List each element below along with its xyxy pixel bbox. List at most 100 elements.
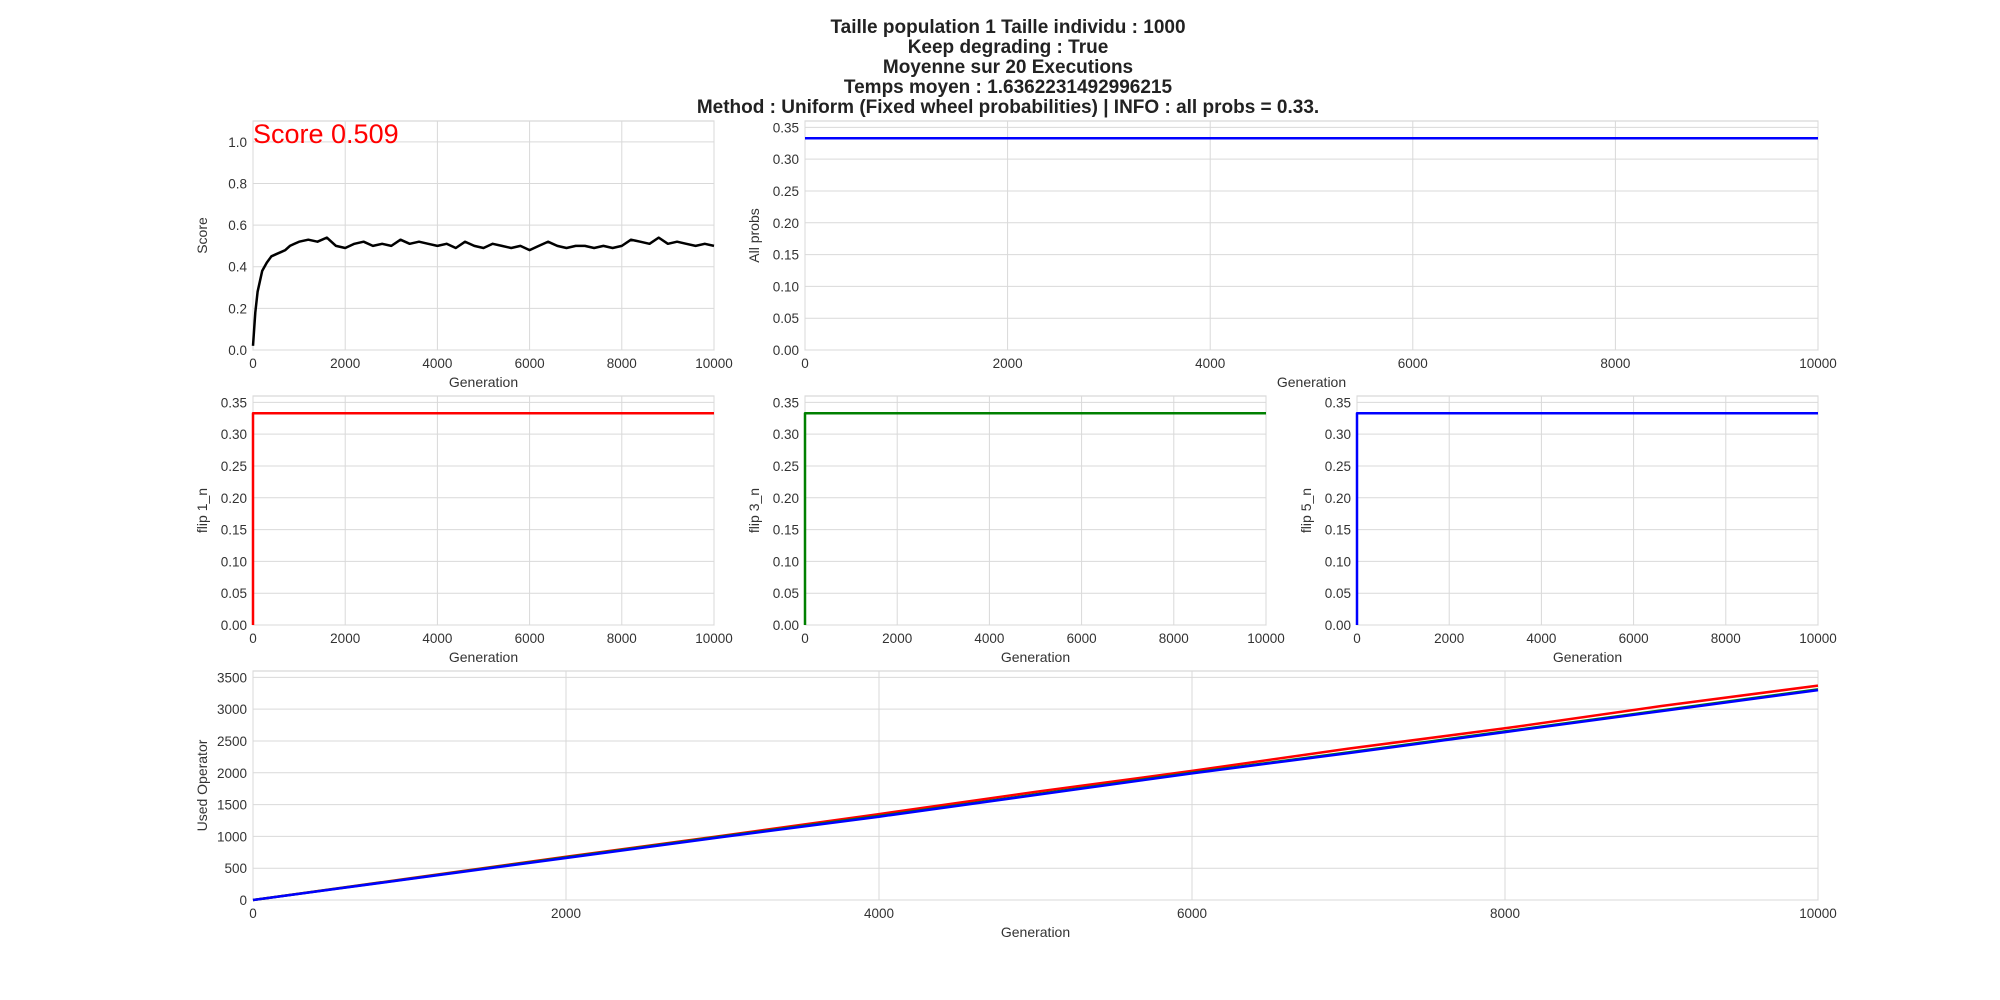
- x-tick-label: 0: [1353, 631, 1361, 646]
- x-tick-label: 2000: [1434, 631, 1464, 646]
- y-tick-label: 0.20: [221, 491, 247, 506]
- x-tick-label: 6000: [515, 631, 545, 646]
- y-tick-label: 0.00: [1325, 618, 1351, 633]
- plot-area-allprobs: [804, 120, 1819, 351]
- x-tick-label: 0: [249, 631, 257, 646]
- x-tick-label: 6000: [1398, 356, 1428, 371]
- title-line-1: Taille population 1 Taille individu : 10…: [830, 17, 1185, 38]
- y-tick-label: 0.20: [1325, 491, 1351, 506]
- x-tick-label: 8000: [1711, 631, 1741, 646]
- y-tick-label: 0.2: [228, 301, 247, 316]
- y-tick-label: 0.00: [221, 618, 247, 633]
- y-tick-label: 0.6: [228, 218, 247, 233]
- y-tick-label: 0.35: [1325, 395, 1351, 410]
- x-axis-label: Generation: [1001, 649, 1070, 665]
- x-tick-label: 8000: [607, 356, 637, 371]
- x-tick-label: 2000: [882, 631, 912, 646]
- series-line-flip1-0: [251, 411, 714, 625]
- subplot-score: 0 2000 4000 6000 8000 10000 0.0 0.2 0.4 0.6 0.8 1.0…: [194, 120, 733, 390]
- score-annotation: Score 0.509: [253, 119, 399, 149]
- x-tick-label: 10000: [1799, 906, 1837, 921]
- y-tick-label: 0.20: [773, 216, 799, 231]
- y-tick-label: 0.05: [773, 311, 799, 326]
- y-tick-label: 0.25: [1325, 459, 1351, 474]
- x-tick-label: 6000: [1619, 631, 1649, 646]
- x-tick-label: 6000: [1177, 906, 1207, 921]
- y-tick-label: 0.05: [1325, 586, 1351, 601]
- subplot-flip1: 0 2000 4000 6000 8000 10000 0.00 0.05 0.10 0.15 0.…: [194, 395, 733, 665]
- x-axis-label: Generation: [449, 374, 518, 390]
- y-tick-label: 0.15: [773, 248, 799, 263]
- x-tick-label: 6000: [515, 356, 545, 371]
- y-tick-label: 0.10: [221, 554, 247, 569]
- y-axis-label: flip 3_n: [746, 488, 762, 533]
- x-tick-label: 2000: [993, 356, 1023, 371]
- x-tick-label: 8000: [607, 631, 637, 646]
- plot-area-flip5: [1356, 395, 1819, 626]
- y-tick-label: 0.10: [1325, 554, 1351, 569]
- x-tick-label: 0: [801, 631, 809, 646]
- subplots: 0 2000 4000 6000 8000 100000.00.20.40.60.81.0…: [194, 120, 1837, 940]
- y-tick-label: 500: [224, 861, 247, 876]
- y-tick-label: 1.0: [228, 135, 247, 150]
- x-tick-label: 8000: [1159, 631, 1189, 646]
- y-tick-label: 0.05: [773, 586, 799, 601]
- title-line-5: Method : Uniform (Fixed wheel probabilit…: [697, 97, 1319, 118]
- y-tick-label: 2000: [217, 766, 247, 781]
- y-tick-label: 0.00: [773, 343, 799, 358]
- y-tick-label: 0.4: [228, 260, 247, 275]
- y-tick-label: 0.25: [773, 459, 799, 474]
- title-line-3: Moyenne sur 20 Executions: [883, 57, 1133, 78]
- x-tick-label: 8000: [1490, 906, 1520, 921]
- series-line-used-2: [252, 688, 1819, 902]
- series-line-score-0: [251, 236, 715, 346]
- x-axis-label: Generation: [1277, 374, 1346, 390]
- subplot-allprobs: 0 2000 4000 6000 8000 10000 0.00 0.05 0.10 0.15 0.…: [746, 120, 1837, 390]
- subplot-used: 0 2000 4000 6000 8000 10000 0 500 1000 1500 2000 25…: [194, 670, 1837, 940]
- x-tick-label: 10000: [1799, 631, 1837, 646]
- y-tick-label: 3500: [217, 670, 247, 685]
- y-axis-label: All probs: [746, 208, 762, 262]
- x-tick-label: 6000: [1067, 631, 1097, 646]
- x-axis-label: Generation: [449, 649, 518, 665]
- y-tick-label: 0.15: [1325, 523, 1351, 538]
- y-tick-label: 0.25: [773, 184, 799, 199]
- plot-area-flip3: [804, 395, 1267, 626]
- x-tick-label: 4000: [422, 356, 452, 371]
- y-tick-label: 1000: [217, 829, 247, 844]
- y-tick-label: 0.05: [221, 586, 247, 601]
- y-tick-label: 0.30: [773, 152, 799, 167]
- y-tick-label: 0: [239, 893, 247, 908]
- y-tick-label: 2500: [217, 734, 247, 749]
- y-axis-label: Score: [194, 217, 210, 254]
- y-tick-label: 0.20: [773, 491, 799, 506]
- x-tick-label: 10000: [695, 356, 733, 371]
- x-tick-label: 4000: [1195, 356, 1225, 371]
- y-tick-label: 0.8: [228, 176, 247, 191]
- x-tick-label: 4000: [1526, 631, 1556, 646]
- x-tick-label: 0: [249, 356, 257, 371]
- x-tick-label: 10000: [695, 631, 733, 646]
- x-tick-label: 2000: [330, 356, 360, 371]
- y-tick-label: 0.25: [221, 459, 247, 474]
- plot-area-used: [252, 670, 1819, 901]
- y-tick-label: 0.35: [773, 395, 799, 410]
- x-tick-label: 10000: [1247, 631, 1285, 646]
- x-tick-label: 4000: [864, 906, 894, 921]
- y-tick-label: 1500: [217, 798, 247, 813]
- y-tick-label: 3000: [217, 702, 247, 717]
- plot-area-flip1: [252, 395, 715, 626]
- series-line-flip3-0: [803, 411, 1266, 625]
- x-axis-label: Generation: [1001, 924, 1070, 940]
- x-tick-label: 0: [801, 356, 809, 371]
- y-axis-label: flip 5_n: [1298, 488, 1314, 533]
- y-tick-label: 0.35: [773, 120, 799, 135]
- x-tick-label: 4000: [422, 631, 452, 646]
- y-axis-label: Used Operator: [194, 739, 210, 831]
- y-tick-label: 0.10: [773, 279, 799, 294]
- x-tick-label: 4000: [974, 631, 1004, 646]
- x-tick-label: 0: [249, 906, 257, 921]
- y-tick-label: 0.15: [221, 523, 247, 538]
- series-line-flip5-0: [1355, 411, 1818, 625]
